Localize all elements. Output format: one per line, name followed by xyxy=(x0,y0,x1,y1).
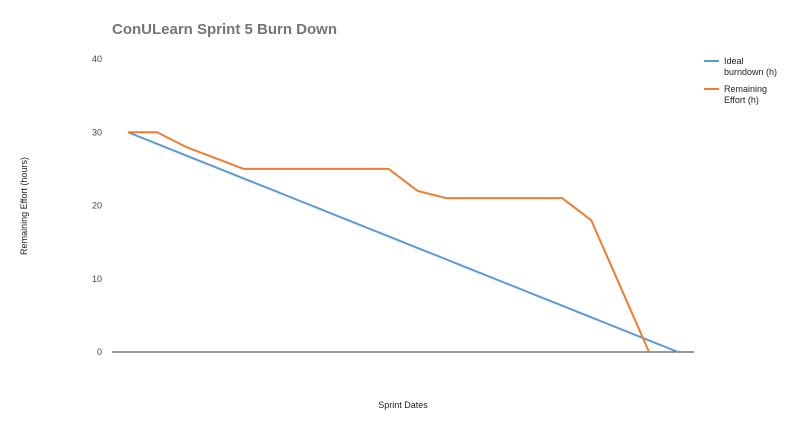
y-tick-label: 30 xyxy=(92,127,102,137)
y-tick-label: 10 xyxy=(92,274,102,284)
y-axis-label: Remaining Effort (hours) xyxy=(19,157,29,255)
legend-label: burndown (h) xyxy=(724,67,777,77)
series-line-ideal-burndown xyxy=(127,131,679,353)
series-line-remaining-effort xyxy=(128,131,650,353)
x-axis-label: Sprint Dates xyxy=(378,400,428,410)
legend-label: Ideal xyxy=(724,56,744,66)
y-tick-label: 20 xyxy=(92,201,102,211)
series-lines xyxy=(127,131,679,353)
legend-label: Effort (h) xyxy=(724,95,759,105)
y-tick-label: 0 xyxy=(97,347,102,357)
chart-title: ConULearn Sprint 5 Burn Down xyxy=(112,21,337,38)
y-axis-ticks: 0 10 20 30 40 xyxy=(92,54,102,357)
legend-label: Remaining xyxy=(724,84,767,94)
y-tick-label: 40 xyxy=(92,54,102,64)
